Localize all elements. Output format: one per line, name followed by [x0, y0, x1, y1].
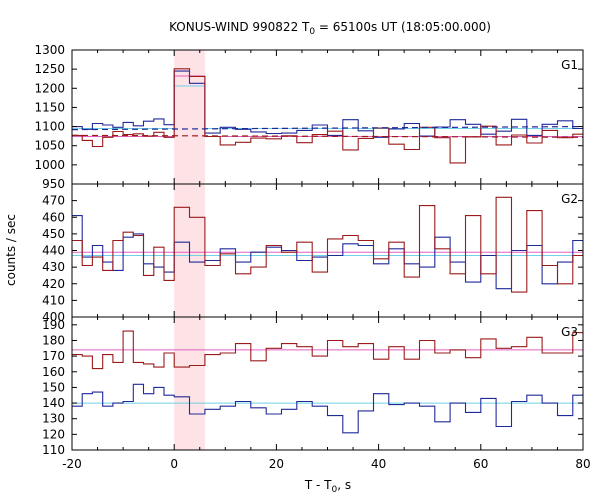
y-tick-label: 410: [42, 293, 65, 307]
y-tick-label: 420: [42, 277, 65, 291]
y-tick-label: 190: [42, 318, 65, 332]
panels: 9501000105011001150120012501300G14004104…: [34, 43, 590, 471]
y-tick-label: 450: [42, 227, 65, 241]
x-tick-label: 40: [371, 457, 386, 471]
panel-plot-area: [72, 196, 583, 293]
y-tick-label: 120: [42, 427, 65, 441]
x-tick-label: 20: [269, 457, 284, 471]
y-tick-label: 140: [42, 396, 65, 410]
y-tick-label: 150: [42, 380, 65, 394]
y-tick-label: 110: [42, 443, 65, 457]
x-tick-label: 60: [473, 457, 488, 471]
panel-label: G1: [561, 58, 578, 72]
series-blue-line: [72, 70, 583, 138]
y-tick-label: 440: [42, 244, 65, 258]
y-axis-label: counts / sec: [4, 214, 18, 286]
y-tick-label: 1300: [34, 43, 65, 57]
y-tick-label: 1000: [34, 158, 65, 172]
y-tick-label: 1050: [34, 139, 65, 153]
chart-title-rest: = 65100s UT (18:05:00.000): [315, 20, 491, 34]
series-light-blue-line: [72, 85, 583, 129]
series-red-line: [72, 68, 583, 164]
x-axis-label: T - T0, s: [304, 478, 351, 495]
y-tick-label: 130: [42, 412, 65, 426]
panel-g2: 400 410 420 430 440 450 460 470 G2: [42, 183, 584, 324]
x-axis-label-main: T - T: [304, 478, 332, 492]
y-tick-label: 1150: [34, 100, 65, 114]
series-blue-line: [72, 383, 583, 434]
y-tick-label: 430: [42, 260, 65, 274]
panel-label: G3: [561, 325, 578, 339]
panel-frame: [71, 49, 584, 185]
x-tick-label: -20: [62, 457, 82, 471]
y-tick-label: 470: [42, 194, 65, 208]
y-tick-label: 180: [42, 333, 65, 347]
panel-frame: [71, 316, 584, 451]
dashed-line-red: [72, 134, 583, 138]
chart-title-main: KONUS-WIND 990822 T: [169, 20, 310, 34]
x-axis-label-sub: 0: [332, 485, 338, 495]
panel-plot-area: [72, 330, 583, 434]
chart-title: KONUS-WIND 990822 T0 = 65100s UT (18:05:…: [169, 20, 491, 37]
y-tick-label: 1250: [34, 62, 65, 76]
x-tick-label: 80: [575, 457, 590, 471]
y-tick-label: 1100: [34, 120, 65, 134]
x-axis-label-rest: , s: [337, 478, 351, 492]
y-tick-label: 950: [42, 177, 65, 191]
dashed-line-blue: [72, 125, 583, 131]
panel-g1: 950 1000 1050 1100 1150 1200 1250 1300 G1: [34, 43, 584, 191]
y-tick-label: 400: [42, 310, 65, 324]
y-tick-label: 460: [42, 210, 65, 224]
y-tick-label: 170: [42, 349, 65, 363]
series-blue-line: [72, 215, 583, 290]
y-tick-label: 1200: [34, 81, 65, 95]
x-tick-label: 0: [170, 457, 178, 471]
y-tick-label: 160: [42, 365, 65, 379]
series-pink-line: [72, 75, 583, 137]
series-red-line: [72, 196, 583, 293]
panel-plot-area: [72, 68, 583, 164]
chart-title-sub: 0: [309, 27, 315, 37]
panel-label: G2: [561, 192, 578, 206]
series-red-line: [72, 330, 583, 370]
